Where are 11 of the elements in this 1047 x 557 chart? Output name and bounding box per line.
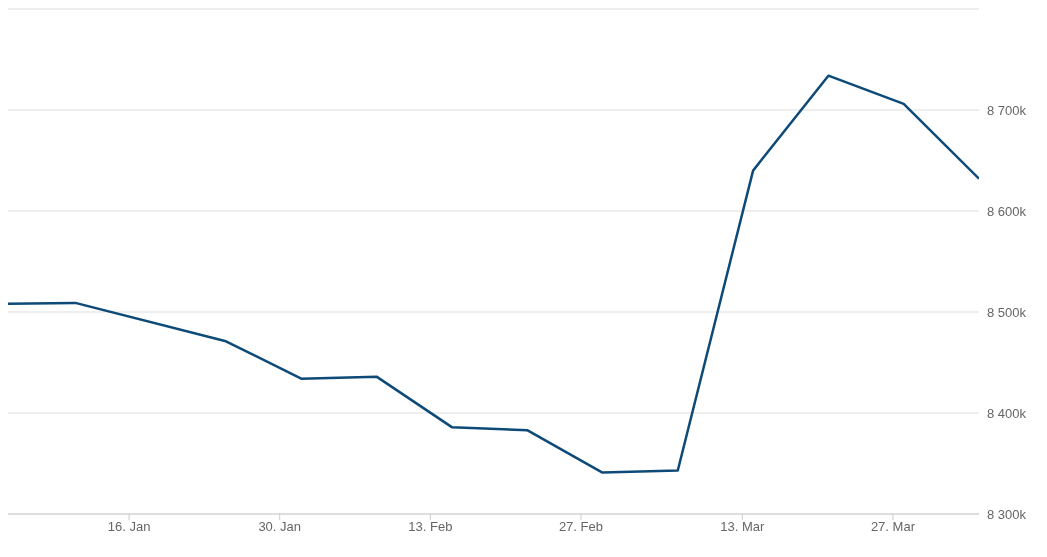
y-tick-label: 8 300k xyxy=(987,506,1027,522)
x-tick-label: 30. Jan xyxy=(258,519,302,535)
x-tick-label: 13. Feb xyxy=(408,519,453,535)
x-tick-label: 13. Mar xyxy=(720,519,766,535)
y-tick-label: 8 500k xyxy=(987,304,1027,320)
x-tick-label: 27. Feb xyxy=(558,519,603,535)
x-tick-label: 16. Jan xyxy=(107,519,151,535)
x-tick-label: 27. Mar xyxy=(870,519,916,535)
y-tick-label: 8 700k xyxy=(987,102,1027,118)
y-tick-label: 8 600k xyxy=(987,203,1027,219)
y-tick-label: 8 400k xyxy=(987,405,1027,421)
